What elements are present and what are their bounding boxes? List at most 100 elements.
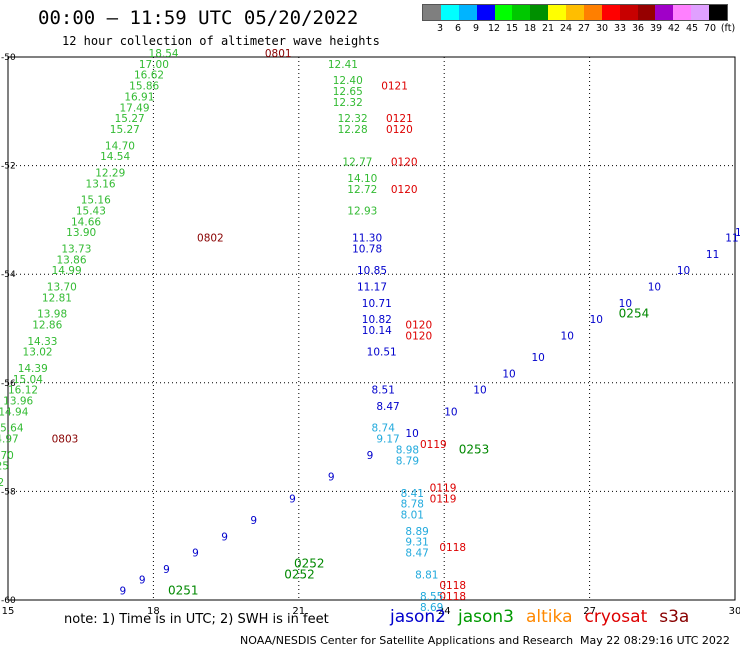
observation-jason3: 12.93 [347,205,377,217]
color-swatch [548,5,566,20]
page-title: 00:00 – 11:59 UTC 05/20/2022 [38,7,359,29]
map-frame [7,56,736,601]
observation-jason2: 9 [221,531,228,543]
color-swatch [601,5,620,20]
y-tick-label: -58 [1,487,16,497]
observation-jason2: 10 [619,298,632,310]
color-swatch [583,5,602,20]
color-swatch [440,5,459,20]
observation-jason3: 15.27 [115,113,145,125]
color-scale-tick-label: 42 [667,23,681,34]
observation-jason2: 9 [192,548,199,560]
color-scale-tick-label: 24 [559,23,573,34]
color-swatch [423,5,441,20]
color-scale-tick-label: 27 [577,23,591,34]
observation-jason3: 16.91 [124,91,154,103]
x-tick-label: 30 [729,606,740,617]
observation-altika: 8.98 [396,444,419,456]
observation-jason3: 14.70 [0,450,14,462]
y-tick-label: -54 [1,270,16,280]
observation-jason2: 9 [367,450,374,462]
observation-cryosat: 0120 [405,330,432,342]
observation-jason3: 12.32 [333,97,363,109]
observation-s3a: 0803 [52,434,79,446]
observation-altika: 8.41 [401,488,424,500]
observation-jason3: 14.10 [347,173,377,185]
observation-jason2: 10.85 [357,265,387,277]
observation-jason2: 11.30 [352,233,382,245]
observation-jason3: 12.28 [338,124,368,136]
y-tick-label: -56 [1,379,16,389]
observation-altika: 8.81 [415,569,438,581]
y-tick-label: -50 [1,53,16,63]
observation-jason3: 15.64 [0,423,24,435]
observation-jason3: 14.39 [18,363,48,375]
observation-jason2: 10 [444,406,457,418]
observation-jason3: 14.94 [0,406,29,418]
credit-line: NOAA/NESDIS Center for Satellite Applica… [240,634,574,647]
color-swatch [494,5,513,20]
observation-jason3: 15.27 [110,124,140,136]
mission-legend-altika: altika [526,607,573,627]
observation-altika: 8.74 [372,423,396,435]
color-swatch [458,5,477,20]
color-scale-tick-label: 36 [631,23,645,34]
observation-jason3: 12.65 [333,86,363,98]
color-scale-tick-label: 6 [454,23,462,34]
y-tick-label: -52 [1,162,16,172]
observation-altika: 9.31 [405,537,428,549]
observation-jason3: 16.62 [134,70,164,82]
observation-jason3: 12.29 [95,167,125,179]
color-swatch [512,5,531,20]
observation-jason2: 10 [531,352,544,364]
x-tick-label: 24 [438,606,451,617]
observation-jason2: 9 [328,472,335,484]
y-tick-label: -60 [1,596,16,606]
observation-jason3: 15.86 [129,81,159,93]
color-swatch [691,5,709,20]
color-scale-legend: 3 6 9 12 15 18 21 24 27 30 33 36 39 42 45 70 (ft) [422,4,735,35]
observation-cryosat: 0119 [420,439,447,451]
observation-jason3: 14.70 [105,140,135,152]
observation-jason2: 10.71 [362,298,392,310]
observation-altika: 8.79 [396,455,419,467]
observation-cryosat: 0118 [439,542,466,554]
color-scale-tick-label: (ft) [720,23,736,34]
observation-jason3: 13.16 [86,178,116,190]
color-scale-tick-label: 70 [703,23,717,34]
track-label: 0252 [284,567,315,581]
x-tick-label: 15 [2,606,15,617]
observation-jason3: 13.96 [3,396,33,408]
observation-jason2: 10.51 [367,347,397,359]
observation-jason2: 8.47 [376,401,399,413]
color-scale-swatches [422,4,728,21]
x-tick-label: 18 [147,606,160,617]
observation-jason3: 12.32 [338,113,368,125]
color-scale-tick-label: 21 [541,23,555,34]
observation-cryosat: 0120 [405,320,432,332]
observation-altika: 8.69 [420,602,443,614]
observation-cryosat: 0120 [386,124,413,136]
observation-altika: 8.78 [401,499,424,511]
color-scale-tick-label: 30 [595,23,609,34]
observation-jason3: 13.70 [47,281,77,293]
mission-legend-s3a: s3a [659,607,690,627]
observation-jason2: 10 [473,385,486,397]
color-swatch [637,5,656,20]
observation-cryosat: 0121 [381,81,408,93]
observation-jason3: 17.00 [139,59,169,71]
observation-jason3: 12.86 [32,320,62,332]
observation-cryosat: 0120 [391,184,418,196]
observation-jason3: 13.98 [37,309,67,321]
observation-jason3: 12.77 [342,157,372,169]
color-swatch [476,5,495,20]
color-scale-tick-label: 45 [685,23,699,34]
observation-jason3: 12.40 [333,75,363,87]
observation-jason2: 11.32 [735,227,740,239]
x-tick-label: 21 [292,606,305,617]
observation-jason3: 12.41 [328,59,358,71]
color-scale-labels: 3 6 9 12 15 18 21 24 27 30 33 36 39 42 45 70 (ft) [422,21,735,35]
mission-legend-cryosat: cryosat [584,607,648,627]
observation-altika: 8.55 [420,591,443,603]
